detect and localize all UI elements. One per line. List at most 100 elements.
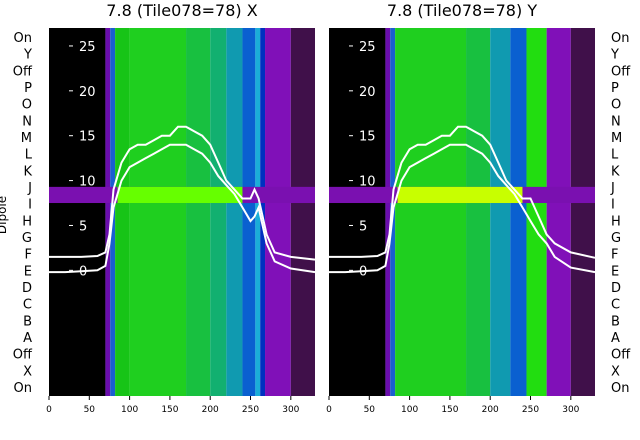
heatmap-band-8 — [546, 28, 571, 396]
dipole-label: C — [611, 298, 620, 313]
dipole-label: B — [611, 314, 620, 329]
x-tick-label: 300 — [282, 405, 299, 415]
x-tick-label: 50 — [364, 405, 376, 415]
dipole-label: I — [611, 198, 615, 213]
dipole-label: X — [611, 364, 620, 379]
dipole-label: On — [14, 381, 32, 396]
dipole-label: A — [611, 331, 620, 346]
series-line-0 — [329, 125, 596, 259]
y-tick-label: 25 — [79, 40, 96, 55]
dipole-label: C — [23, 298, 32, 313]
x-tick-label: 100 — [121, 405, 138, 415]
y-tick-label: 10 — [79, 175, 96, 190]
dipole-label: G — [611, 231, 621, 246]
series-line-0 — [49, 125, 316, 261]
y-axis-label-dipole: Dipole — [0, 196, 9, 234]
dipole-label: Y — [23, 48, 32, 63]
heatmap-band-3 — [395, 28, 467, 396]
panel-1: 0 50 100 150 200 250 300 0 5 10 15 20 25 — [326, 28, 596, 415]
dipole-label: X — [23, 364, 32, 379]
x-tick-label: 100 — [401, 405, 418, 415]
heatmap-band-11 — [265, 28, 291, 396]
dipole-label: N — [611, 114, 621, 129]
heatmap-band-1 — [385, 28, 391, 396]
dipole-row-signal — [117, 186, 243, 204]
heatmap-band-1 — [105, 28, 111, 396]
x-tick-label: 0 — [46, 405, 52, 415]
dipole-label: P — [611, 81, 619, 96]
dipole-label: K — [611, 164, 620, 179]
panel-0: 0 50 100 150 200 250 300 0 5 10 15 20 25 — [46, 28, 316, 415]
dipole-label: D — [22, 281, 32, 296]
dipole-label: P — [24, 81, 32, 96]
heatmap-band-4 — [129, 28, 187, 396]
heatmap-band-4 — [466, 28, 491, 396]
x-tick-label: 150 — [161, 405, 178, 415]
series-line-1 — [329, 143, 596, 274]
dipole-label: A — [23, 331, 32, 346]
heatmap-band-5 — [490, 28, 511, 396]
heatmap-band-6 — [510, 28, 527, 396]
dipole-label: J — [27, 181, 32, 196]
x-tick-label: 200 — [482, 405, 499, 415]
dipole-label: Off — [13, 64, 33, 79]
dipole-label: G — [22, 231, 32, 246]
heatmap-band-9 — [570, 28, 595, 396]
dipole-label: B — [23, 314, 32, 329]
y-tick-label: 10 — [359, 175, 376, 190]
dipole-label: M — [21, 131, 32, 146]
heatmap-band-6 — [210, 28, 227, 396]
heatmap-band-0 — [329, 28, 386, 396]
dipole-label: O — [22, 98, 32, 113]
x-tick-label: 250 — [242, 405, 259, 415]
x-tick-label: 50 — [84, 405, 96, 415]
x-tick-label: 0 — [326, 405, 332, 415]
dipole-label: Off — [13, 348, 33, 363]
dipole-label: I — [28, 198, 32, 213]
dipole-label: Y — [610, 48, 619, 63]
dipole-label: On — [14, 31, 32, 46]
dipole-label: D — [611, 281, 621, 296]
chart-title-y: 7.8 (Tile078=78) Y — [387, 1, 537, 20]
y-tick-label: 15 — [79, 130, 96, 145]
dipole-label: Off — [611, 64, 631, 79]
x-tick-label: 200 — [202, 405, 219, 415]
dipole-label: E — [611, 264, 619, 279]
x-tick-label: 150 — [441, 405, 458, 415]
heatmap-band-7 — [226, 28, 243, 396]
y-tick-label: 20 — [79, 85, 96, 100]
dipole-row-signal — [397, 186, 523, 204]
dipole-label: E — [24, 264, 32, 279]
heatmap-band-3 — [115, 28, 130, 396]
dipole-label: M — [611, 131, 622, 146]
heatmap-band-12 — [290, 28, 315, 396]
y-tick-label: 20 — [359, 85, 376, 100]
dipole-label: L — [25, 148, 33, 163]
dipole-label: H — [22, 214, 32, 229]
y-tick-label: 15 — [359, 130, 376, 145]
dipole-label: F — [611, 248, 618, 263]
x-tick-label: 300 — [562, 405, 579, 415]
y-tick-label: 5 — [79, 219, 87, 234]
heatmap-band-0 — [49, 28, 106, 396]
dipole-label: On — [611, 31, 629, 46]
series-line-1 — [49, 143, 316, 274]
dipole-label: On — [611, 381, 629, 396]
dipole-label: Off — [611, 348, 631, 363]
dipole-label: F — [25, 248, 32, 263]
dipole-label: L — [611, 148, 619, 163]
heatmap-band-9 — [255, 28, 261, 396]
y-tick-label: 5 — [359, 219, 367, 234]
dipole-label: O — [611, 98, 621, 113]
dipole-label: H — [611, 214, 621, 229]
x-tick-label: 250 — [522, 405, 539, 415]
heatmap-band-5 — [186, 28, 211, 396]
y-tick-label: 0 — [359, 264, 367, 279]
dipole-label: K — [23, 164, 32, 179]
y-tick-label: 25 — [359, 40, 376, 55]
y-tick-label: 0 — [79, 264, 87, 279]
heatmap-band-8 — [242, 28, 256, 396]
dipole-label: N — [22, 114, 32, 129]
dipole-label: J — [610, 181, 615, 196]
